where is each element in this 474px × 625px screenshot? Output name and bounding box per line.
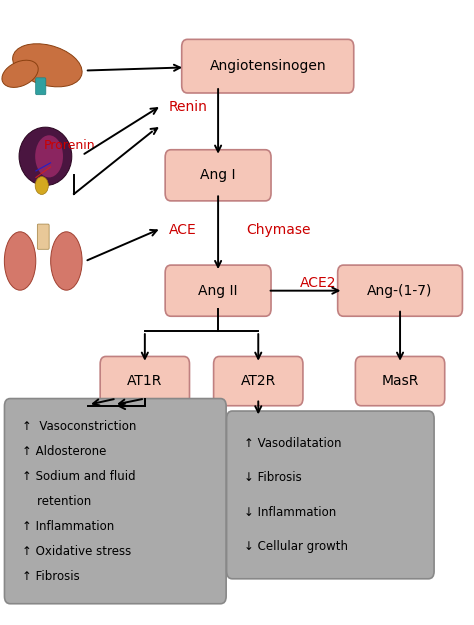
Text: ↓ Cellular growth: ↓ Cellular growth <box>244 540 348 553</box>
Text: Prorenin: Prorenin <box>44 139 95 152</box>
Text: ↓ Fibrosis: ↓ Fibrosis <box>244 471 302 484</box>
FancyBboxPatch shape <box>165 150 271 201</box>
Text: Ang I: Ang I <box>201 168 236 182</box>
FancyBboxPatch shape <box>356 356 445 406</box>
Text: ↑  Vasoconstriction: ↑ Vasoconstriction <box>22 419 137 432</box>
Text: Renin: Renin <box>168 100 207 114</box>
Ellipse shape <box>13 44 82 87</box>
Ellipse shape <box>19 127 72 186</box>
Text: ACE: ACE <box>168 223 196 237</box>
FancyBboxPatch shape <box>227 411 434 579</box>
FancyBboxPatch shape <box>337 265 463 316</box>
Ellipse shape <box>35 135 63 178</box>
FancyBboxPatch shape <box>100 356 190 406</box>
FancyBboxPatch shape <box>182 39 354 93</box>
Ellipse shape <box>2 60 38 88</box>
Text: ↑ Oxidative stress: ↑ Oxidative stress <box>22 545 131 558</box>
Text: ACE2: ACE2 <box>300 276 337 289</box>
Text: ↑ Vasodilatation: ↑ Vasodilatation <box>244 437 342 450</box>
Text: ↓ Inflammation: ↓ Inflammation <box>244 506 337 519</box>
Ellipse shape <box>4 232 36 290</box>
Text: Ang-(1-7): Ang-(1-7) <box>367 284 433 298</box>
FancyBboxPatch shape <box>37 224 49 249</box>
Ellipse shape <box>35 177 48 194</box>
Text: ↑ Aldosterone: ↑ Aldosterone <box>22 444 106 458</box>
Ellipse shape <box>51 232 82 290</box>
Text: Ang II: Ang II <box>198 284 238 298</box>
Text: ↑ Inflammation: ↑ Inflammation <box>22 519 114 532</box>
FancyBboxPatch shape <box>4 399 226 604</box>
Text: AT1R: AT1R <box>127 374 163 388</box>
FancyBboxPatch shape <box>214 356 303 406</box>
FancyBboxPatch shape <box>165 265 271 316</box>
Text: retention: retention <box>22 494 91 508</box>
FancyBboxPatch shape <box>36 78 46 95</box>
Text: Chymase: Chymase <box>246 223 311 237</box>
Text: ↑ Fibrosis: ↑ Fibrosis <box>22 570 80 582</box>
Text: Angiotensinogen: Angiotensinogen <box>210 59 326 73</box>
Text: MasR: MasR <box>382 374 419 388</box>
Text: ↑ Sodium and fluid: ↑ Sodium and fluid <box>22 469 136 482</box>
Text: AT2R: AT2R <box>241 374 276 388</box>
